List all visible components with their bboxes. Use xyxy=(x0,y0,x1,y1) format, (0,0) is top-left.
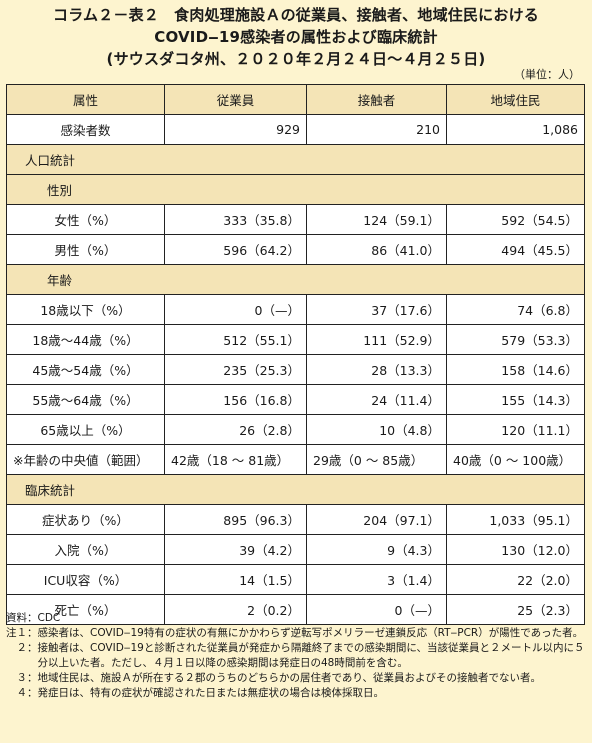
table-row: 55歳～64歳（%） 156（16.8） 24（11.4） 155（14.3） xyxy=(6,384,585,415)
title-line-3: (サウスダコタ州、２０２０年２月２４日～４月２５日) xyxy=(106,50,486,68)
cell-employees: 235（25.3） xyxy=(164,354,307,385)
section-row: 臨床統計 xyxy=(6,474,585,505)
note-text: 地域住民は、施設Ａが所在する２郡のうちのどちらかの居住者であり、従業員およびその… xyxy=(37,672,541,684)
cell-contacts: 86（41.0） xyxy=(306,234,447,265)
header-row: 属性 従業員 接触者 地域住民 xyxy=(6,84,585,115)
cell-residents: 579（53.3） xyxy=(446,324,585,355)
note-source: 資料： CDC xyxy=(6,611,586,626)
row-label: ICU収容（%） xyxy=(6,564,165,595)
subsection-row: 性別 xyxy=(6,174,585,205)
row-label: 女性（%） xyxy=(6,204,165,235)
cell-employees: 42歳（18 ～ 81歳） xyxy=(164,444,307,475)
note-4: ４： 発症日は、特有の症状が確認された日または無症状の場合は検体採取日。 xyxy=(6,686,586,701)
cell-employees: 26（2.8） xyxy=(164,414,307,445)
row-label: 男性（%） xyxy=(6,234,165,265)
note-text: 接触者は、COVID‒19と診断された従業員が発症から隔離終了までの感染期間に、… xyxy=(37,642,585,669)
cell-residents: 158（14.6） xyxy=(446,354,585,385)
cell-residents: 592（54.5） xyxy=(446,204,585,235)
table-row: 死亡（%） 2（0.2） 0（—） 25（2.3） xyxy=(6,594,585,625)
row-label: ※年齢の中央値（範囲） xyxy=(6,444,165,475)
table-row: 18歳以下（%） 0（—） 37（17.6） 74（6.8） xyxy=(6,294,585,325)
cell-contacts: 10（4.8） xyxy=(306,414,447,445)
table-row: 65歳以上（%） 26（2.8） 10（4.8） 120（11.1） xyxy=(6,414,585,445)
section-population: 人口統計 xyxy=(6,144,585,175)
section-clinical: 臨床統計 xyxy=(6,474,585,505)
row-label: 65歳以上（%） xyxy=(6,414,165,445)
cell-residents: 155（14.3） xyxy=(446,384,585,415)
table-row: 男性（%） 596（64.2） 86（41.0） 494（45.5） xyxy=(6,234,585,265)
cell-residents: 74（6.8） xyxy=(446,294,585,325)
note-text: 感染者は、COVID‒19特有の症状の有無にかかわらず逆転写ポメリラーゼ連鎖反応… xyxy=(37,627,584,639)
section-row: 人口統計 xyxy=(6,144,585,175)
note-tag: 注１： xyxy=(6,627,38,639)
cell-employees: 512（55.1） xyxy=(164,324,307,355)
header-residents: 地域住民 xyxy=(446,84,585,115)
table-row: 45歳～54歳（%） 235（25.3） 28（13.3） 158（14.6） xyxy=(6,354,585,385)
cell-contacts: 28（13.3） xyxy=(306,354,447,385)
cell-residents: 120（11.1） xyxy=(446,414,585,445)
table-row: 感染者数 929 210 1,086 xyxy=(6,114,585,145)
footnotes: 資料： CDC 注１： 感染者は、COVID‒19特有の症状の有無にかかわらず逆… xyxy=(6,611,586,701)
note-tag: ４： xyxy=(6,687,38,699)
table-row: ※年齢の中央値（範囲） 42歳（18 ～ 81歳） 29歳（0 ～ 85歳） 4… xyxy=(6,444,585,475)
cell-contacts: 9（4.3） xyxy=(306,534,447,565)
cell-residents: 40歳（0 ～ 100歳） xyxy=(446,444,585,475)
table-row: ICU収容（%） 14（1.5） 3（1.4） 22（2.0） xyxy=(6,564,585,595)
note-tag: ３： xyxy=(6,672,38,684)
title-line-2: COVID‒19感染者の属性および臨床統計 xyxy=(154,28,438,46)
row-label: 症状あり（%） xyxy=(6,504,165,535)
cell-residents: 25（2.3） xyxy=(446,594,585,625)
note-3: ３： 地域住民は、施設Ａが所在する２郡のうちのどちらかの居住者であり、従業員およ… xyxy=(6,671,586,686)
cell-employees: 156（16.8） xyxy=(164,384,307,415)
row-label: 55歳～64歳（%） xyxy=(6,384,165,415)
cell-contacts: 3（1.4） xyxy=(306,564,447,595)
header-employees: 従業員 xyxy=(164,84,307,115)
cell-employees: 14（1.5） xyxy=(164,564,307,595)
cell-contacts: 24（11.4） xyxy=(306,384,447,415)
header-contacts: 接触者 xyxy=(306,84,447,115)
cell-employees: 333（35.8） xyxy=(164,204,307,235)
cell-employees: 596（64.2） xyxy=(164,234,307,265)
note-tag: 資料： xyxy=(6,612,38,624)
note-tag: ２： xyxy=(6,642,38,654)
row-label: 45歳～54歳（%） xyxy=(6,354,165,385)
cell-employees: 895（96.3） xyxy=(164,504,307,535)
table-row: 症状あり（%） 895（96.3） 204（97.1） 1,033（95.1） xyxy=(6,504,585,535)
cell-employees: 929 xyxy=(164,114,307,145)
cell-contacts: 111（52.9） xyxy=(306,324,447,355)
cell-employees: 2（0.2） xyxy=(164,594,307,625)
note-text: 発症日は、特有の症状が確認された日または無症状の場合は検体採取日。 xyxy=(37,687,385,699)
note-text: CDC xyxy=(37,612,61,624)
cell-residents: 494（45.5） xyxy=(446,234,585,265)
row-label: 入院（%） xyxy=(6,534,165,565)
cell-residents: 22（2.0） xyxy=(446,564,585,595)
cell-residents: 1,086 xyxy=(446,114,585,145)
table-row: 18歳～44歳（%） 512（55.1） 111（52.9） 579（53.3） xyxy=(6,324,585,355)
cell-residents: 130（12.0） xyxy=(446,534,585,565)
statistics-table: 属性 従業員 接触者 地域住民 感染者数 929 210 1,086 人口統計 … xyxy=(6,84,585,625)
table-row: 入院（%） 39（4.2） 9（4.3） 130（12.0） xyxy=(6,534,585,565)
table-row: 女性（%） 333（35.8） 124（59.1） 592（54.5） xyxy=(6,204,585,235)
subsection-row: 年齢 xyxy=(6,264,585,295)
unit-label: （単位：人） xyxy=(514,68,580,81)
row-label: 感染者数 xyxy=(6,114,165,145)
cell-residents: 1,033（95.1） xyxy=(446,504,585,535)
title-line-1: コラム２－表２ 食肉処理施設Ａの従業員、接触者、地域住民における xyxy=(53,6,539,24)
cell-contacts: 37（17.6） xyxy=(306,294,447,325)
cell-contacts: 124（59.1） xyxy=(306,204,447,235)
cell-contacts: 29歳（0 ～ 85歳） xyxy=(306,444,447,475)
row-label: 18歳以下（%） xyxy=(6,294,165,325)
row-label: 死亡（%） xyxy=(6,594,165,625)
subsection-age: 年齢 xyxy=(6,264,585,295)
row-label: 18歳～44歳（%） xyxy=(6,324,165,355)
cell-contacts: 204（97.1） xyxy=(306,504,447,535)
cell-employees: 0（—） xyxy=(164,294,307,325)
cell-employees: 39（4.2） xyxy=(164,534,307,565)
header-attribute: 属性 xyxy=(6,84,165,115)
note-1: 注１： 感染者は、COVID‒19特有の症状の有無にかかわらず逆転写ポメリラーゼ… xyxy=(6,626,586,641)
cell-contacts: 210 xyxy=(306,114,447,145)
note-2: ２： 接触者は、COVID‒19と診断された従業員が発症から隔離終了までの感染期… xyxy=(6,641,586,671)
subsection-sex: 性別 xyxy=(6,174,585,205)
